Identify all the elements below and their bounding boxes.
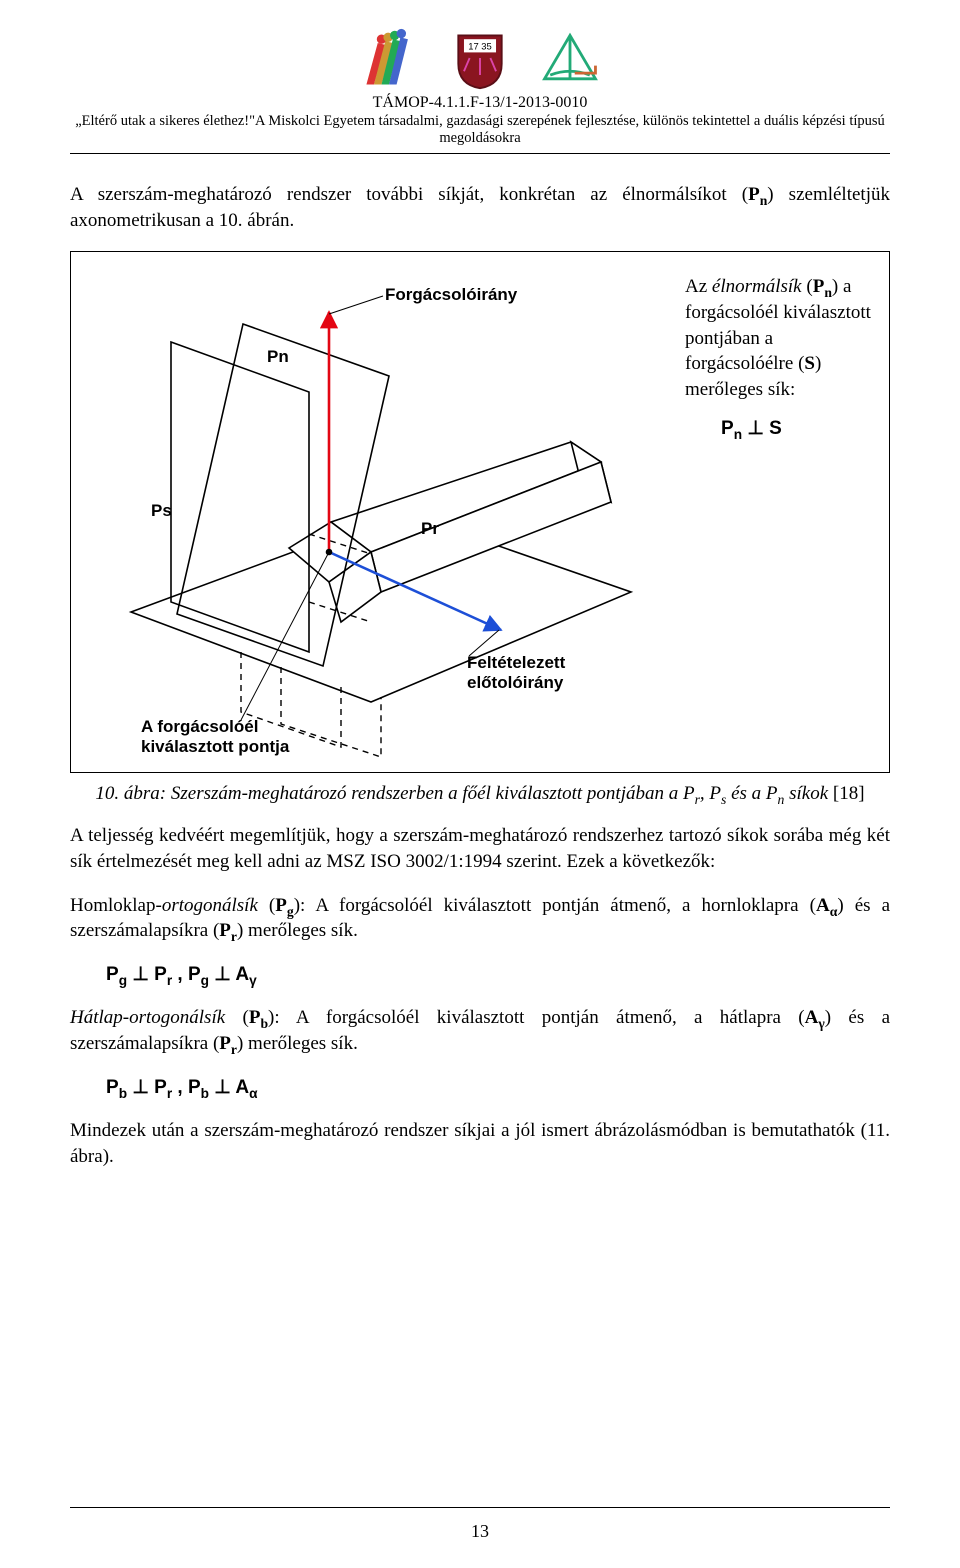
label-felt1: Feltételezett xyxy=(467,653,566,672)
homlok-paragraph: Homloklap-ortogonálsík (Pg): A forgácsol… xyxy=(70,893,890,944)
label-ps: Ps xyxy=(151,501,172,520)
intro-pre: A szerszám-meghatározó rendszer további … xyxy=(70,184,748,205)
label-felt2: előtolóirány xyxy=(467,673,564,692)
side-formula: Pn ⊥ S xyxy=(685,416,871,442)
figure-caption: 10. ábra: Szerszám-meghatározó rendszerb… xyxy=(70,783,890,805)
hatlap-paragraph: Hátlap-ortogonálsík (Pb): A forgácsolóél… xyxy=(70,1005,890,1056)
logo-crest-icon: 17 35 xyxy=(447,26,513,92)
logo-people-icon xyxy=(357,26,423,92)
label-pn: Pn xyxy=(267,347,289,366)
side-paragraph: Az élnormálsík (Pn) a forgácsolóél kivál… xyxy=(685,274,871,402)
homlok-formula: Pg ⊥ Pr , Pg ⊥ Aγ xyxy=(70,962,890,988)
para-2: A teljesség kedvéért megemlítjük, hogy a… xyxy=(70,823,890,874)
intro-paragraph: A szerszám-meghatározó rendszer további … xyxy=(70,182,890,233)
figure-box: Forgácsolóirány Pn Ps Pr Feltételezett e… xyxy=(70,251,890,773)
logo-arrow-icon xyxy=(537,26,603,92)
header-logos: 17 35 xyxy=(70,10,890,92)
svg-text:17 35: 17 35 xyxy=(468,41,492,52)
header-code: TÁMOP-4.1.1.F-13/1-2013-0010 xyxy=(70,94,890,112)
hatlap-formula: Pb ⊥ Pr , Pb ⊥ Aα xyxy=(70,1075,890,1101)
header-subtitle: „Eltérő utak a sikeres élethez!"A Miskol… xyxy=(70,113,890,147)
closing-paragraph: Mindezek után a szerszám-meghatározó ren… xyxy=(70,1118,890,1169)
footer-rule xyxy=(70,1507,890,1508)
label-kiv2: kiválasztott pontja xyxy=(141,737,290,756)
intro-sym: Pn xyxy=(748,184,767,205)
label-forgacsoloirany: Forgácsolóirány xyxy=(385,285,518,304)
figure-diagram: Forgácsolóirány Pn Ps Pr Feltételezett e… xyxy=(71,252,671,772)
page-number: 13 xyxy=(0,1521,960,1542)
figure-side-text: Az élnormálsík (Pn) a forgácsolóél kivál… xyxy=(671,252,889,772)
label-pr: Pr xyxy=(421,519,439,538)
header-rule xyxy=(70,153,890,154)
